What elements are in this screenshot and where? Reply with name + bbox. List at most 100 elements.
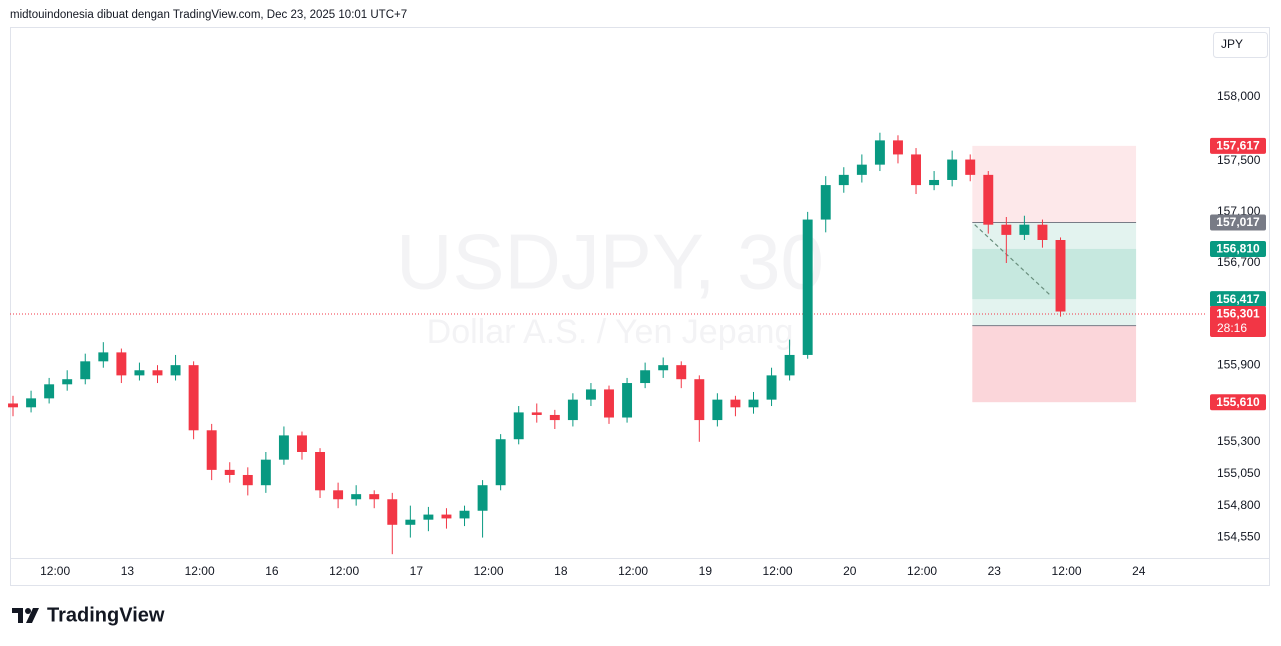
candle-body [62, 379, 73, 385]
x-tick-label: 12:00 [185, 564, 215, 578]
candle-body [802, 219, 813, 355]
candle-body [604, 389, 614, 418]
price-label-box [1210, 137, 1266, 154]
candle-body [8, 403, 18, 408]
trend-line [974, 224, 1051, 296]
candle-body [929, 179, 940, 186]
candle-body [134, 370, 145, 376]
candle-body [1055, 240, 1066, 312]
candle-body [983, 174, 994, 225]
candle-body [838, 174, 849, 186]
x-tick-label: 19 [699, 564, 713, 578]
candle-body [26, 398, 37, 408]
candle-body [170, 365, 181, 376]
watermark-subtitle: Dollar A.S. / Yen Jepang [427, 313, 794, 351]
candle-body [1037, 224, 1048, 240]
x-tick-label: 24 [1132, 564, 1146, 578]
candle-body [333, 490, 344, 500]
watermark-title: USDJPY, 30 [396, 218, 824, 306]
price-label-box [1210, 394, 1266, 411]
y-tick-label: 155,050 [1217, 466, 1261, 480]
candle-body [351, 494, 362, 500]
candle-body [549, 414, 560, 421]
candle-body [441, 514, 452, 519]
current-price-box [1210, 305, 1266, 337]
candle-body [242, 474, 253, 486]
candle-body [116, 352, 127, 376]
y-tick-label: 156,700 [1217, 255, 1261, 269]
candle-body [260, 459, 271, 486]
candle-body [531, 412, 542, 415]
x-tick-label: 12:00 [40, 564, 70, 578]
y-tick-label: 157,500 [1217, 153, 1261, 167]
position-zone [972, 145, 1137, 223]
pane-border [10, 27, 1270, 586]
currency-button[interactable] [1213, 32, 1268, 58]
candle-body [585, 389, 596, 400]
candle-body [405, 519, 416, 525]
candle-body [965, 159, 976, 175]
candle-body [206, 430, 217, 470]
x-tick-label: 18 [554, 564, 568, 578]
current-price-label: 156,301 [1216, 307, 1260, 321]
candle-body [947, 159, 958, 180]
candle-body [297, 435, 307, 452]
candle-body [152, 370, 163, 376]
candle-body [423, 514, 434, 520]
price-label: 155,610 [1216, 395, 1260, 409]
x-tick-label: 12:00 [329, 564, 359, 578]
logo [12, 608, 39, 623]
candle-body [477, 485, 488, 511]
x-tick-label: 20 [843, 564, 857, 578]
candle-body [80, 361, 91, 380]
y-tick-label: 154,550 [1217, 530, 1261, 544]
candle-body [315, 452, 326, 491]
price-label: 156,417 [1216, 292, 1260, 306]
candle-body [513, 412, 524, 440]
x-tick-label: 13 [121, 564, 135, 578]
candle-body [459, 510, 470, 519]
candle-body [224, 469, 235, 475]
candle-body [640, 370, 651, 384]
candle-body [387, 499, 398, 525]
candle-body [784, 354, 795, 376]
candle-body [748, 399, 759, 408]
x-tick-label: 12:00 [474, 564, 504, 578]
y-tick-label: 154,800 [1217, 498, 1261, 512]
x-tick-label: 16 [265, 564, 279, 578]
x-tick-label: 12:00 [907, 564, 937, 578]
candle-body [856, 164, 867, 175]
countdown: 28:16 [1217, 321, 1247, 335]
position-zone [972, 248, 1137, 300]
candle-body [730, 399, 741, 408]
candle-body [874, 140, 885, 165]
candle-body [622, 383, 633, 418]
candle-body [893, 140, 903, 155]
brand: TradingView [47, 604, 165, 626]
candle-body [369, 494, 380, 500]
price-label: 157,617 [1216, 139, 1260, 153]
candle-body [1019, 224, 1030, 235]
candle-body [278, 435, 289, 460]
candle-body [495, 439, 506, 486]
x-tick-label: 17 [410, 564, 424, 578]
candle-body [98, 352, 109, 362]
candle-body [694, 379, 705, 421]
position-zone [972, 325, 1137, 403]
candle-body [766, 375, 777, 400]
x-tick-label: 12:00 [1052, 564, 1082, 578]
price-label: 157,017 [1216, 215, 1260, 229]
candle-body [188, 365, 199, 431]
candle-body [658, 365, 669, 371]
x-tick-label: 23 [988, 564, 1002, 578]
price-label-box [1210, 240, 1266, 257]
candle-body [911, 154, 921, 186]
candle-body [676, 365, 687, 380]
currency[interactable]: JPY [1221, 37, 1243, 51]
candle-body [1001, 224, 1012, 235]
price-label-box [1210, 214, 1266, 231]
y-tick-label: 155,900 [1217, 357, 1261, 371]
candle-body [712, 399, 723, 421]
